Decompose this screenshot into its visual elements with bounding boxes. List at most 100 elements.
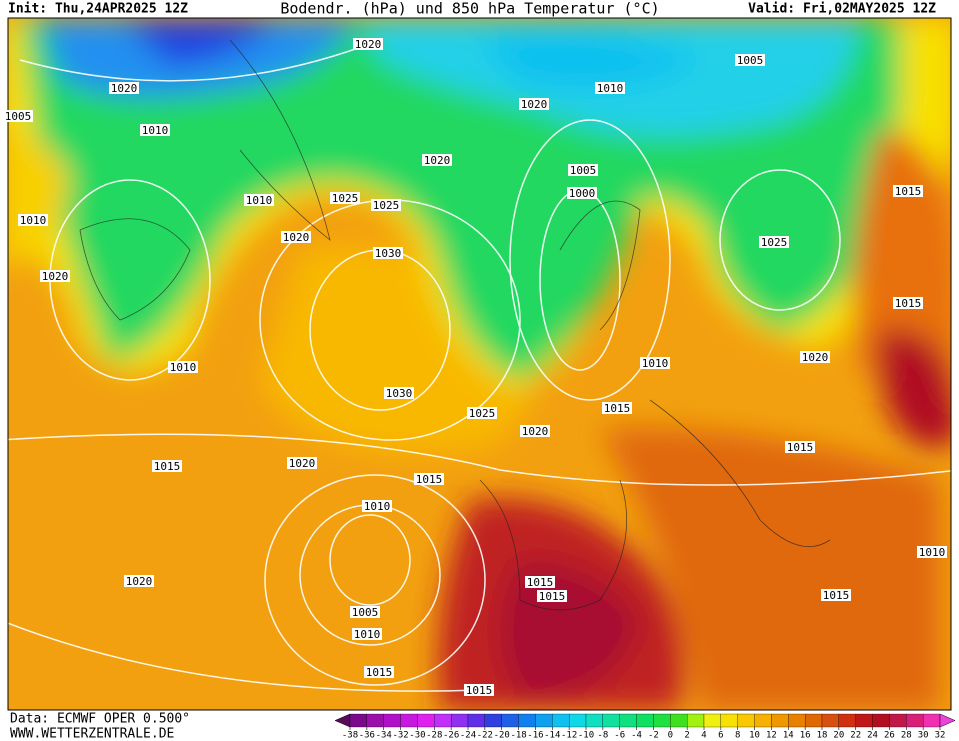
isobar-label-bg	[519, 98, 549, 110]
colorbar-box	[821, 713, 840, 728]
colorbar-box	[568, 713, 587, 728]
isobar-label: 1000	[569, 187, 596, 200]
isobar-label-bg	[640, 357, 670, 369]
colorbar-box	[922, 713, 941, 728]
isobar-label: 1010	[642, 357, 669, 370]
isobar-label: 1020	[521, 98, 548, 111]
isobar-label-bg	[917, 546, 947, 558]
isobar-label: 1025	[469, 407, 496, 420]
isobar-label-bg	[152, 460, 182, 472]
isobar-label-bg	[735, 54, 765, 66]
colorbar-tick-label: 10	[749, 731, 760, 741]
isobar-label-bg	[109, 82, 139, 94]
isobar-label-bg	[350, 606, 380, 618]
colorbar-tick-label: -34	[376, 731, 392, 741]
isobar-label: 1010	[170, 361, 197, 374]
isobar-label-bg	[537, 590, 567, 602]
isobar-label: 1010	[919, 546, 946, 559]
colorbar-box	[636, 713, 654, 728]
isobar-label: 1025	[332, 192, 359, 205]
isobar-label-bg	[821, 589, 851, 601]
isobar-label: 1020	[111, 82, 138, 95]
isobar-label: 1005	[737, 54, 764, 67]
colorbar-box	[417, 713, 435, 728]
isobar-label-bg	[759, 236, 789, 248]
colorbar-tick-label: -10	[578, 731, 594, 741]
isobar-label-bg	[595, 82, 625, 94]
isobar-label: 1010	[597, 82, 624, 95]
colorbar-tick-label: 4	[701, 731, 706, 741]
map-frame	[7, 17, 952, 711]
colorbar-box	[501, 713, 519, 728]
colorbar-arrow-left	[334, 713, 351, 728]
colorbar-tick-label: 32	[935, 731, 946, 741]
isobar-label-bg	[364, 666, 394, 678]
isobar-label-bg	[422, 154, 452, 166]
isobar-label: 1015	[527, 576, 554, 589]
colorbar-box	[703, 713, 722, 728]
colorbar-box	[366, 713, 384, 728]
colorbar-tick-label: 18	[817, 731, 828, 741]
isobar-label: 1015	[416, 473, 443, 486]
title: Bodendr. (hPa) und 850 hPa Temperatur (°…	[280, 0, 659, 18]
isobar-label: 1020	[424, 154, 451, 167]
colorbar-arrow-right	[939, 713, 956, 728]
isobar-label-bg	[330, 192, 360, 204]
colorbar-tick-label: 6	[718, 731, 723, 741]
colorbar-tick-label: -12	[561, 731, 577, 741]
isobar-label-bg	[18, 214, 48, 226]
isobar-label: 1020	[289, 457, 316, 470]
data-source: Data: ECMWF OPER 0.500°	[10, 712, 190, 727]
isobar-label-bg	[893, 185, 923, 197]
colorbar-box	[450, 713, 469, 728]
colorbar-tick-label: 24	[867, 731, 878, 741]
isobar-label: 1025	[761, 236, 788, 249]
colorbar-tick-label: 22	[850, 731, 861, 741]
colorbar-box	[855, 713, 873, 728]
colorbar-box	[771, 713, 789, 728]
isobar-label-bg	[414, 473, 444, 485]
isobar-label-bg	[287, 457, 317, 469]
colorbar-tick-label: -38	[342, 731, 358, 741]
colorbar-box	[552, 713, 570, 728]
init-time: Init: Thu,24APR2025 12Z	[8, 2, 188, 17]
coastlines	[79, 39, 831, 611]
isobar-label: 1015	[539, 590, 566, 603]
colorbar-tick-label: -22	[477, 731, 493, 741]
isobar-label: 1005	[5, 110, 32, 123]
colorbar-tick-label: -24	[460, 731, 476, 741]
colorbar-box	[484, 713, 502, 728]
colorbar-box	[788, 713, 806, 728]
colorbar-tick-label: 30	[918, 731, 929, 741]
isobar-label: 1030	[375, 247, 402, 260]
colorbar-tick-label: -14	[544, 731, 560, 741]
colorbar-tick-label: -16	[527, 731, 543, 741]
colorbar-tick-label: -20	[494, 731, 510, 741]
isobar-label-bg	[352, 628, 382, 640]
colorbar-box	[754, 713, 772, 728]
colorbar-box	[535, 713, 553, 728]
valid-time: Valid: Fri,02MAY2025 12Z	[748, 2, 936, 17]
isobar-label: 1020	[355, 38, 382, 51]
isobar-label: 1010	[364, 500, 391, 513]
isobar-label-bg	[244, 194, 274, 206]
isobar-label-bg	[371, 199, 401, 211]
isobar-label-bg	[602, 402, 632, 414]
colorbar-tick-label: 2	[684, 731, 689, 741]
colorbar-tick-label: -18	[510, 731, 526, 741]
colorbar-box	[518, 713, 536, 728]
colorbar-tick-label: 28	[901, 731, 912, 741]
isobar-label-bg	[567, 187, 597, 199]
colorbar-box	[906, 713, 924, 728]
colorbar-tick-label: -36	[359, 731, 375, 741]
colorbar: -38 -36 -34 -32 -30 -28 -26 -24 -22 -20 -18 -16 -14-…	[334, 713, 956, 741]
isobar-label: 1015	[366, 666, 393, 679]
isobar-label-bg	[353, 38, 383, 50]
colorbar-box	[434, 713, 452, 728]
colorbar-box	[670, 713, 688, 728]
isobar-label: 1005	[570, 164, 597, 177]
isobar-label: 1020	[802, 351, 829, 364]
isobar-label-bg	[140, 124, 170, 136]
colorbar-box	[585, 713, 604, 728]
isobar-label-bg	[384, 387, 414, 399]
